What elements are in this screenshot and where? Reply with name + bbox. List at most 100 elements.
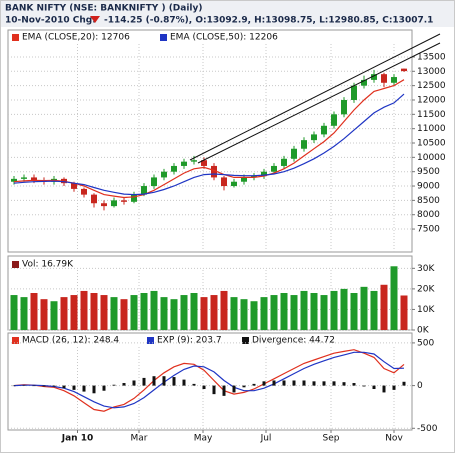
divergence-bar	[232, 385, 236, 393]
y-tick-label: 7500	[417, 225, 440, 235]
candle-body	[161, 171, 167, 178]
ema-line	[13, 93, 405, 196]
divergence-bar	[202, 385, 206, 390]
y-tick-label: 13000	[417, 67, 446, 77]
volume-bar	[220, 290, 228, 330]
y-tick-label: 9500	[417, 167, 440, 177]
candle-body	[281, 158, 287, 166]
header-band	[1, 1, 454, 27]
candle-body	[151, 177, 157, 187]
candle-body	[171, 165, 177, 172]
volume-bar	[360, 286, 368, 330]
divergence-bar	[222, 385, 226, 396]
legend-swatch	[160, 34, 167, 41]
volume-bar	[230, 297, 238, 330]
divergence-bar	[322, 381, 326, 386]
y-tick-label: 0K	[417, 326, 430, 336]
candle-body	[341, 99, 347, 115]
legend-label: Vol: 16.79K	[22, 260, 74, 270]
volume-bar	[10, 295, 18, 330]
volume-bar	[120, 299, 128, 330]
volume-bar	[340, 288, 348, 330]
legend-label: EXP (9): 203.7	[157, 336, 222, 346]
candle-body	[181, 161, 187, 166]
y-tick-label: 20K	[417, 284, 435, 294]
volume-bar	[380, 284, 388, 330]
candle-body	[311, 134, 317, 141]
divergence-bar	[312, 381, 316, 386]
legend-swatch	[242, 337, 249, 344]
divergence-bar	[132, 380, 136, 386]
volume-bar	[300, 290, 308, 330]
divergence-bar	[32, 385, 36, 387]
candle-body	[131, 194, 137, 202]
volume-bar	[40, 299, 48, 330]
candle-body	[11, 178, 17, 182]
divergence-bar	[112, 384, 116, 386]
volume-bar	[110, 297, 118, 330]
divergence-bar	[272, 380, 276, 386]
x-tick-label: Nov	[385, 434, 403, 444]
divergence-bar	[352, 383, 356, 386]
volume-bar	[170, 299, 178, 330]
volume-bar	[400, 295, 408, 330]
down-arrow	[90, 16, 100, 23]
volume-bar	[350, 293, 358, 330]
divergence-bar	[392, 385, 396, 390]
divergence-bar	[72, 385, 76, 390]
candle-body	[271, 165, 277, 172]
candle-body	[231, 181, 237, 187]
candle-body	[391, 77, 397, 83]
volume-bar	[270, 295, 278, 330]
legend-swatch	[147, 337, 154, 344]
volume-bar	[50, 301, 58, 330]
y-tick-label: 10000	[417, 153, 446, 163]
divergence-bar	[292, 380, 296, 386]
candle-body	[101, 203, 107, 207]
ema-line	[13, 79, 405, 199]
candle-body	[71, 183, 77, 189]
legend-swatch	[12, 261, 19, 268]
candle-body	[211, 165, 217, 178]
volume-bar	[140, 293, 148, 330]
y-tick-label: 12500	[417, 81, 446, 91]
volume-bar	[260, 297, 268, 330]
divergence-bar	[372, 385, 376, 390]
divergence-bar	[402, 381, 406, 386]
candle-body	[201, 160, 207, 166]
candle-body	[381, 74, 387, 83]
y-tick-label: 500	[417, 338, 434, 348]
candle-body	[371, 74, 377, 80]
volume-bar	[240, 299, 248, 330]
y-tick-label: 8500	[417, 196, 440, 206]
candle-body	[221, 177, 227, 187]
macd-panel	[7, 332, 413, 431]
candle-body	[91, 194, 97, 204]
candle-body	[351, 85, 357, 100]
y-tick-label: 12000	[417, 95, 446, 105]
divergence-bar	[172, 377, 176, 386]
divergence-bar	[12, 385, 16, 387]
y-tick-label: 13500	[417, 52, 446, 62]
x-tick-label: May	[194, 434, 213, 444]
divergence-bar	[192, 383, 196, 386]
chart-subtitle: 10-Nov-2010 Chg:	[5, 16, 96, 26]
y-tick-label: 11000	[417, 124, 446, 134]
candle-body	[121, 200, 127, 202]
legend-label: EMA (CLOSE,50): 12206	[170, 33, 278, 43]
volume-bar	[90, 293, 98, 330]
volume-bar	[130, 295, 138, 330]
volume-bar	[160, 297, 168, 330]
y-tick-label: 10K	[417, 305, 435, 315]
y-tick-label: 10500	[417, 139, 446, 149]
y-tick-label: 8000	[417, 210, 440, 220]
y-tick-label: 30K	[417, 264, 435, 274]
volume-bar	[70, 295, 78, 330]
macd-line	[13, 349, 405, 412]
y-tick-label: 0	[417, 381, 423, 391]
divergence-bar	[122, 383, 126, 386]
volume-bar	[310, 293, 318, 330]
volume-bar	[290, 295, 298, 330]
volume-bar	[250, 301, 258, 330]
